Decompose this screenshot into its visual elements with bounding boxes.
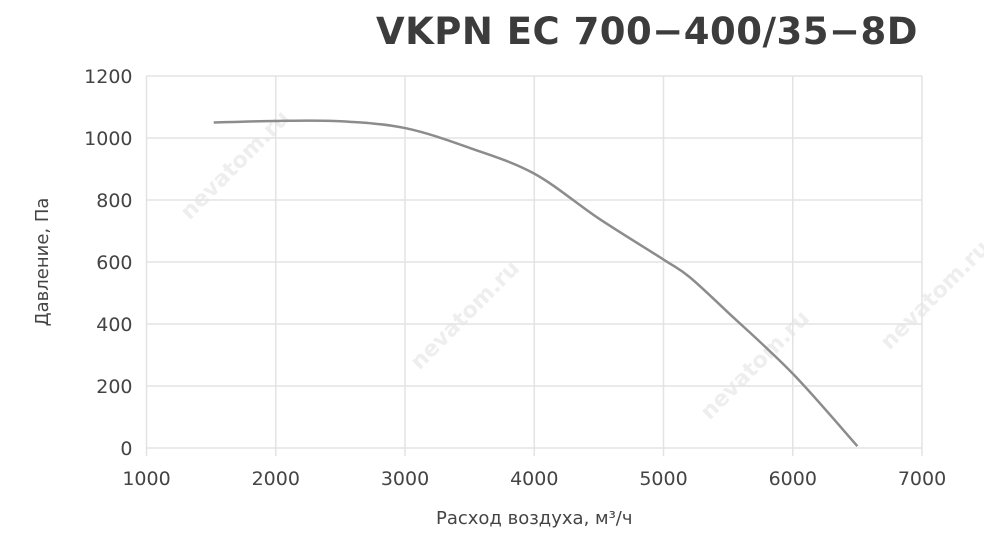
- x-tick-label: 1000: [122, 468, 170, 490]
- watermark: nevatom.ru: [176, 106, 295, 225]
- y-tick-label: 1200: [84, 66, 132, 88]
- x-tick-label: 5000: [639, 468, 687, 490]
- x-tick-label: 2000: [252, 468, 300, 490]
- y-tick-label: 200: [96, 376, 132, 398]
- y-tick-label: 800: [96, 190, 132, 212]
- x-tick-label: 7000: [898, 468, 946, 490]
- y-axis-label: Давление, Па: [32, 198, 53, 327]
- y-tick-label: 0: [120, 438, 132, 460]
- series-line: [213, 119, 859, 447]
- watermark: nevatom.ru: [406, 256, 525, 375]
- x-tick-label: 6000: [769, 468, 817, 490]
- x-tick-label: 3000: [381, 468, 429, 490]
- x-tick-label: 4000: [510, 468, 558, 490]
- y-tick-label: 400: [96, 314, 132, 336]
- y-tick-label: 1000: [84, 128, 132, 150]
- watermark: nevatom.ru: [876, 236, 984, 355]
- y-tick-label: 600: [96, 252, 132, 274]
- x-axis-label: Расход воздуха, м³/ч: [436, 508, 633, 529]
- chart-title: VKPN EC 700−400/35−8D: [375, 10, 918, 53]
